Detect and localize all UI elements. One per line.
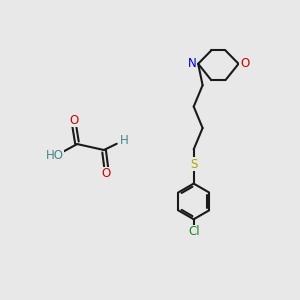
Text: O: O [102, 167, 111, 180]
Text: O: O [70, 114, 79, 127]
Text: Cl: Cl [188, 225, 200, 238]
Text: O: O [240, 57, 249, 70]
Text: N: N [188, 57, 197, 70]
Text: S: S [190, 158, 197, 171]
Text: H: H [120, 134, 129, 147]
Text: HO: HO [46, 148, 64, 162]
